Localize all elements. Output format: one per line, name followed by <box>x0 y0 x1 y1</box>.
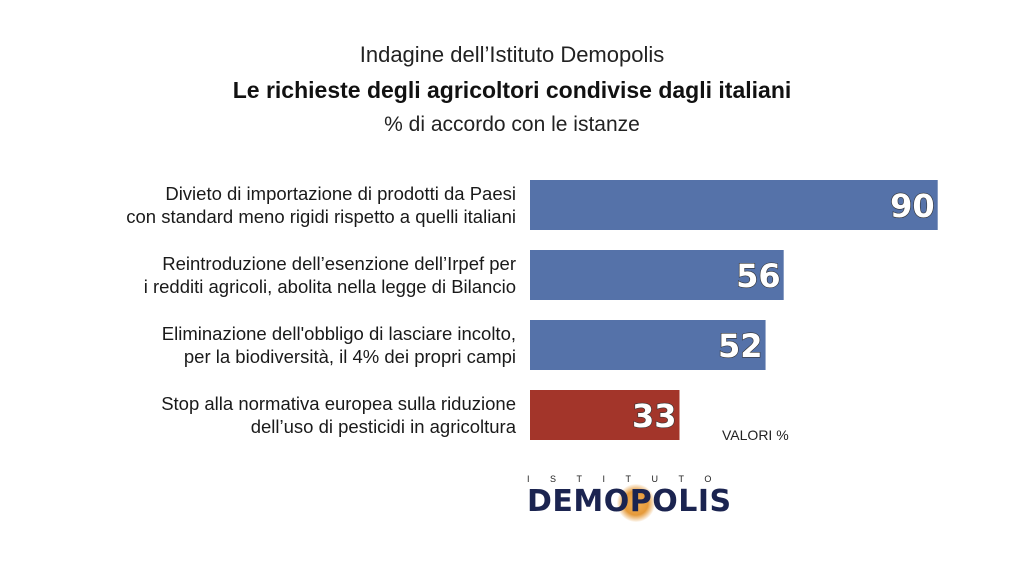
demopolis-logo: ISTITUTO DEMOPOLIS <box>527 474 767 524</box>
bar-value-label-1: 90 <box>890 187 935 225</box>
survey-kicker: Indagine dell’Istituto Demopolis <box>359 42 665 67</box>
category-label-2: Reintroduzione dell’esenzione dell’Irpef… <box>144 253 516 297</box>
bar-value-label-4: 33 <box>632 397 677 435</box>
category-label-1: Divieto di importazione di prodotti da P… <box>126 183 516 227</box>
bar-value-label-3: 52 <box>718 327 763 365</box>
bar-value-label-2: 56 <box>736 257 781 295</box>
bar-1 <box>530 180 938 230</box>
chart-title: Le richieste degli agricoltori condivise… <box>232 77 792 103</box>
chart-header: Indagine dell’Istituto Demopolis Le rich… <box>0 40 1024 140</box>
unit-note: VALORI % <box>722 427 789 443</box>
bar-4 <box>530 390 680 440</box>
chart-subtitle: % di accordo con le istanze <box>384 113 640 136</box>
logo-istituto-text: ISTITUTO <box>527 474 732 484</box>
category-label-3: Eliminazione dell'obbligo di lasciare in… <box>162 323 516 367</box>
logo-sun-mark <box>617 484 655 522</box>
logo-wordmark: DEMOPOLIS <box>527 484 732 519</box>
bar-3 <box>530 320 766 370</box>
bar-2 <box>530 250 784 300</box>
category-label-4: Stop alla normativa europea sulla riduzi… <box>161 393 517 437</box>
